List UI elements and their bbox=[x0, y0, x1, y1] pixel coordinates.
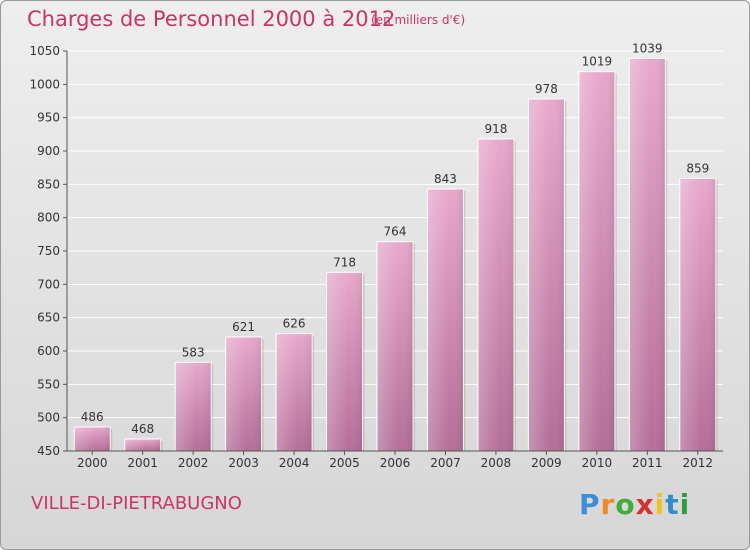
y-tick-label: 1050 bbox=[29, 44, 60, 58]
logo-letter: t bbox=[665, 488, 680, 521]
value-label: 843 bbox=[434, 172, 457, 186]
logo-letter: i bbox=[654, 488, 666, 521]
bar-highlight bbox=[578, 71, 615, 452]
bar-highlight bbox=[326, 272, 363, 451]
value-label: 486 bbox=[81, 410, 104, 424]
logo-letter: o bbox=[615, 488, 636, 521]
bar-highlight bbox=[276, 333, 313, 451]
value-label: 1039 bbox=[632, 41, 663, 55]
bar-highlight bbox=[679, 178, 716, 452]
chart-subtitle: (en milliers d'€) bbox=[371, 13, 466, 27]
y-tick-label: 850 bbox=[37, 177, 60, 191]
value-label: 583 bbox=[182, 345, 205, 359]
logo-letter: x bbox=[635, 488, 655, 521]
value-label: 1019 bbox=[582, 55, 613, 69]
x-tick-label: 2004 bbox=[279, 456, 310, 470]
value-label: 918 bbox=[484, 122, 507, 136]
bar-highlight bbox=[528, 99, 565, 451]
bar-highlight bbox=[225, 337, 262, 451]
y-tick-label: 950 bbox=[37, 111, 60, 125]
x-tick-label: 2006 bbox=[380, 456, 411, 470]
x-tick-label: 2007 bbox=[430, 456, 461, 470]
logo-letter: P bbox=[579, 488, 601, 521]
value-label: 626 bbox=[283, 317, 306, 331]
city-name: VILLE-DI-PIETRABUGNO bbox=[31, 493, 242, 514]
value-label: 621 bbox=[232, 320, 255, 334]
x-tick-label: 2010 bbox=[582, 456, 613, 470]
x-tick-label: 2002 bbox=[178, 456, 209, 470]
logo-letter: r bbox=[600, 488, 616, 521]
x-tick-label: 2001 bbox=[127, 456, 158, 470]
x-tick-label: 2009 bbox=[531, 456, 562, 470]
bar-highlight bbox=[175, 362, 212, 451]
logo-letter: i bbox=[679, 488, 691, 521]
y-tick-label: 450 bbox=[37, 444, 60, 458]
value-label: 764 bbox=[384, 225, 407, 239]
y-tick-label: 600 bbox=[37, 344, 60, 358]
bar-highlight bbox=[477, 139, 514, 451]
bar-highlight bbox=[377, 241, 413, 451]
x-tick-label: 2008 bbox=[481, 456, 512, 470]
y-tick-label: 750 bbox=[37, 244, 60, 258]
value-label: 468 bbox=[131, 422, 154, 436]
y-tick-label: 800 bbox=[37, 211, 60, 225]
y-tick-label: 500 bbox=[37, 411, 60, 425]
value-label: 718 bbox=[333, 255, 356, 269]
proxiti-logo: Proxiti bbox=[579, 488, 690, 521]
value-label: 978 bbox=[535, 82, 558, 96]
bar-highlight bbox=[124, 439, 161, 451]
chart-title: Charges de Personnel 2000 à 2012 bbox=[27, 7, 396, 31]
bar-highlight bbox=[629, 58, 666, 451]
x-tick-label: 2003 bbox=[228, 456, 259, 470]
bar-highlight bbox=[74, 427, 111, 451]
bar-highlight bbox=[427, 189, 464, 451]
x-tick-label: 2011 bbox=[632, 456, 663, 470]
x-tick-label: 2012 bbox=[682, 456, 713, 470]
value-label: 859 bbox=[686, 161, 709, 175]
y-tick-label: 550 bbox=[37, 377, 60, 391]
y-tick-label: 1000 bbox=[29, 77, 60, 91]
y-tick-label: 700 bbox=[37, 277, 60, 291]
x-tick-label: 2005 bbox=[329, 456, 360, 470]
x-tick-label: 2000 bbox=[77, 456, 108, 470]
y-tick-label: 900 bbox=[37, 144, 60, 158]
y-tick-label: 650 bbox=[37, 311, 60, 325]
